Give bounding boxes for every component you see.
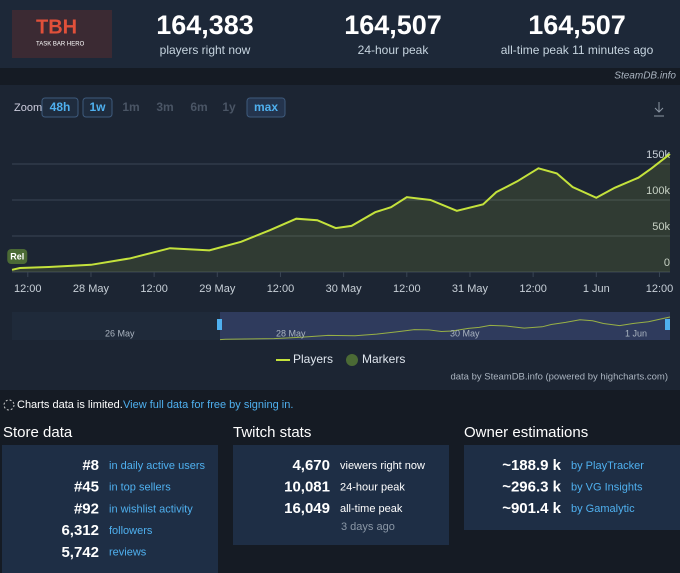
x-tick-label: 12:00 — [519, 283, 547, 295]
row-label: viewers right now — [340, 460, 425, 472]
row-label[interactable]: reviews — [109, 547, 147, 559]
row-label[interactable]: in top sellers — [109, 482, 171, 494]
download-icon[interactable] — [654, 102, 664, 117]
row-value: 6,312 — [61, 522, 99, 539]
legend-label: Markers — [362, 352, 405, 366]
stat-value: 164,383 — [156, 10, 254, 40]
row-label: all-time peak — [340, 503, 403, 515]
credits: data by SteamDB.info (powered by highcha… — [450, 372, 668, 383]
note: 3 days ago — [341, 521, 395, 533]
stats-panel — [0, 0, 680, 68]
source: SteamDB.info — [614, 71, 676, 82]
stat-value: 164,507 — [344, 10, 442, 40]
marker-label: Rel — [10, 251, 24, 261]
row-value: ~901.4 k — [502, 500, 561, 517]
row-label[interactable]: by PlayTracker — [571, 460, 644, 472]
thumbnail-title: TBH — [36, 16, 77, 38]
row-value: #92 — [74, 500, 99, 517]
row-label[interactable]: followers — [109, 525, 153, 537]
row-label: 24-hour peak — [340, 481, 405, 493]
row-label[interactable]: in wishlist activity — [109, 503, 193, 515]
zoom-button[interactable] — [82, 97, 113, 118]
zoom-label: Zoom — [14, 102, 42, 114]
navigator-label: 30 May — [450, 328, 480, 338]
y-tick-label: 100k — [646, 185, 670, 197]
navigator-label: 1 Jun — [625, 328, 647, 338]
signin-link[interactable]: View full data for free by signing in. — [123, 399, 293, 411]
row-label[interactable]: by Gamalytic — [571, 503, 635, 515]
x-tick-label: 12:00 — [393, 283, 421, 295]
zoom-button[interactable] — [41, 97, 79, 118]
info-icon — [3, 399, 15, 411]
zoom-button[interactable] — [246, 97, 286, 118]
y-tick-label: 0 — [664, 257, 670, 269]
navigator-label: 26 May — [105, 328, 135, 338]
section-title: Store data — [3, 424, 73, 441]
navigator-handle[interactable] — [217, 319, 222, 330]
row-value: 5,742 — [61, 544, 99, 561]
x-tick-label: 12:00 — [267, 283, 295, 295]
stat-label: players right now — [160, 43, 251, 57]
zoom-button-label: max — [254, 100, 278, 114]
row-value: #45 — [74, 479, 99, 496]
thumbnail[interactable] — [12, 10, 112, 58]
x-tick-label: 12:00 — [646, 283, 674, 295]
zoom-button-label: 6m — [190, 100, 207, 114]
section-title: Twitch stats — [233, 424, 311, 441]
x-tick-label: 30 May — [326, 283, 363, 295]
y-tick-label: 50k — [652, 221, 670, 233]
zoom-button-label: 1y — [222, 100, 236, 114]
row-value: ~188.9 k — [502, 457, 561, 474]
zoom-button-label: 3m — [156, 100, 173, 114]
x-tick-label: 12:00 — [140, 283, 168, 295]
row-label[interactable]: in daily active users — [109, 460, 205, 472]
store-panel — [2, 445, 218, 573]
x-tick-label: 12:00 — [14, 283, 42, 295]
thumbnail-subtitle: TASK BAR HERO — [36, 42, 85, 48]
x-tick-label: 29 May — [199, 283, 236, 295]
zoom-button-label: 1m — [122, 100, 139, 114]
twitch-panel — [233, 445, 449, 545]
stat-label: all-time peak 11 minutes ago — [501, 43, 654, 57]
zoom-button-label: 1w — [89, 100, 106, 114]
x-tick-label: 31 May — [452, 283, 489, 295]
stat-value: 164,507 — [528, 10, 626, 40]
row-value: 4,670 — [292, 457, 330, 474]
x-tick-label: 28 May — [73, 283, 110, 295]
notice: Charts data is limited. — [17, 399, 123, 411]
navigator-line — [219, 316, 671, 341]
row-value: ~296.3 k — [502, 478, 561, 495]
navigator-handle[interactable] — [665, 319, 670, 330]
navigator-label: 28 May — [276, 328, 306, 338]
zoom-button-label: 48h — [50, 100, 71, 114]
stat-label: 24-hour peak — [358, 43, 430, 57]
legend-swatch — [346, 354, 358, 366]
row-label[interactable]: by VG Insights — [571, 481, 643, 493]
section-title: Owner estimations — [464, 424, 588, 441]
series-line — [11, 153, 671, 271]
row-value: 16,049 — [284, 500, 330, 517]
x-tick-label: 1 Jun — [583, 283, 610, 295]
row-value: #8 — [82, 457, 99, 474]
row-value: 10,081 — [284, 478, 330, 495]
navigator-selection[interactable] — [220, 312, 670, 340]
marker[interactable] — [7, 249, 28, 264]
owners-panel — [464, 445, 680, 530]
series-area — [12, 153, 670, 272]
legend-label: Players — [293, 352, 333, 366]
